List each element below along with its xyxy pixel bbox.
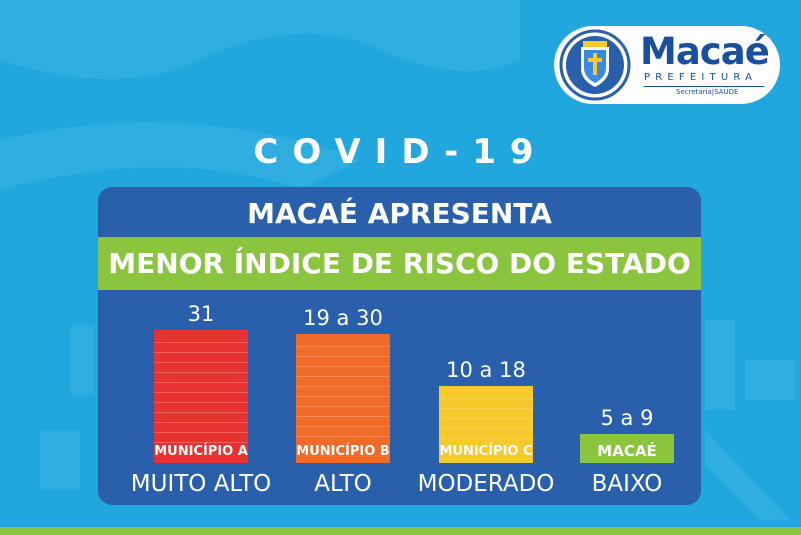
bar-stripes: [154, 342, 248, 443]
range-label: 31: [187, 302, 215, 326]
risk-bar-1: MUNICÍPIO A: [154, 330, 248, 463]
highlight-strip: [98, 237, 701, 290]
risk-bar-3: MUNICÍPIO C: [439, 386, 533, 463]
coat-of-arms-icon: [559, 29, 631, 101]
category-label: MUITO ALTO: [130, 471, 272, 497]
bar-label: MUNICÍPIO B: [296, 444, 390, 459]
category-label: BAIXO: [591, 471, 663, 497]
bottom-accent-bar: [0, 527, 801, 535]
bar-stripes: [296, 346, 390, 437]
bar-stripes: [439, 398, 533, 439]
range-label: 19 a 30: [303, 306, 383, 330]
bar-label: MUNICÍPIO C: [439, 444, 533, 459]
logo-divider: [644, 86, 764, 87]
risk-bar-4: MACAÉ: [580, 434, 674, 463]
logo-name: Macaé: [640, 30, 770, 73]
range-label: 10 a 18: [446, 358, 526, 382]
covid-title: COVID-19: [253, 132, 548, 172]
logo-subtitle: PREFEITURA: [644, 72, 758, 83]
risk-bar-2: MUNICÍPIO B: [296, 334, 390, 463]
panel-title: MACAÉ APRESENTA: [247, 197, 552, 230]
bar-label: MACAÉ: [597, 442, 657, 460]
category-label: ALTO: [314, 471, 372, 497]
range-label: 5 a 9: [600, 406, 654, 430]
category-label: MODERADO: [417, 471, 555, 497]
logo-department: Secretaria|SAÚDE: [676, 88, 739, 96]
highlight-text: MENOR ÍNDICE DE RISCO DO ESTADO: [108, 247, 691, 280]
bar-label: MUNICÍPIO A: [154, 444, 248, 459]
